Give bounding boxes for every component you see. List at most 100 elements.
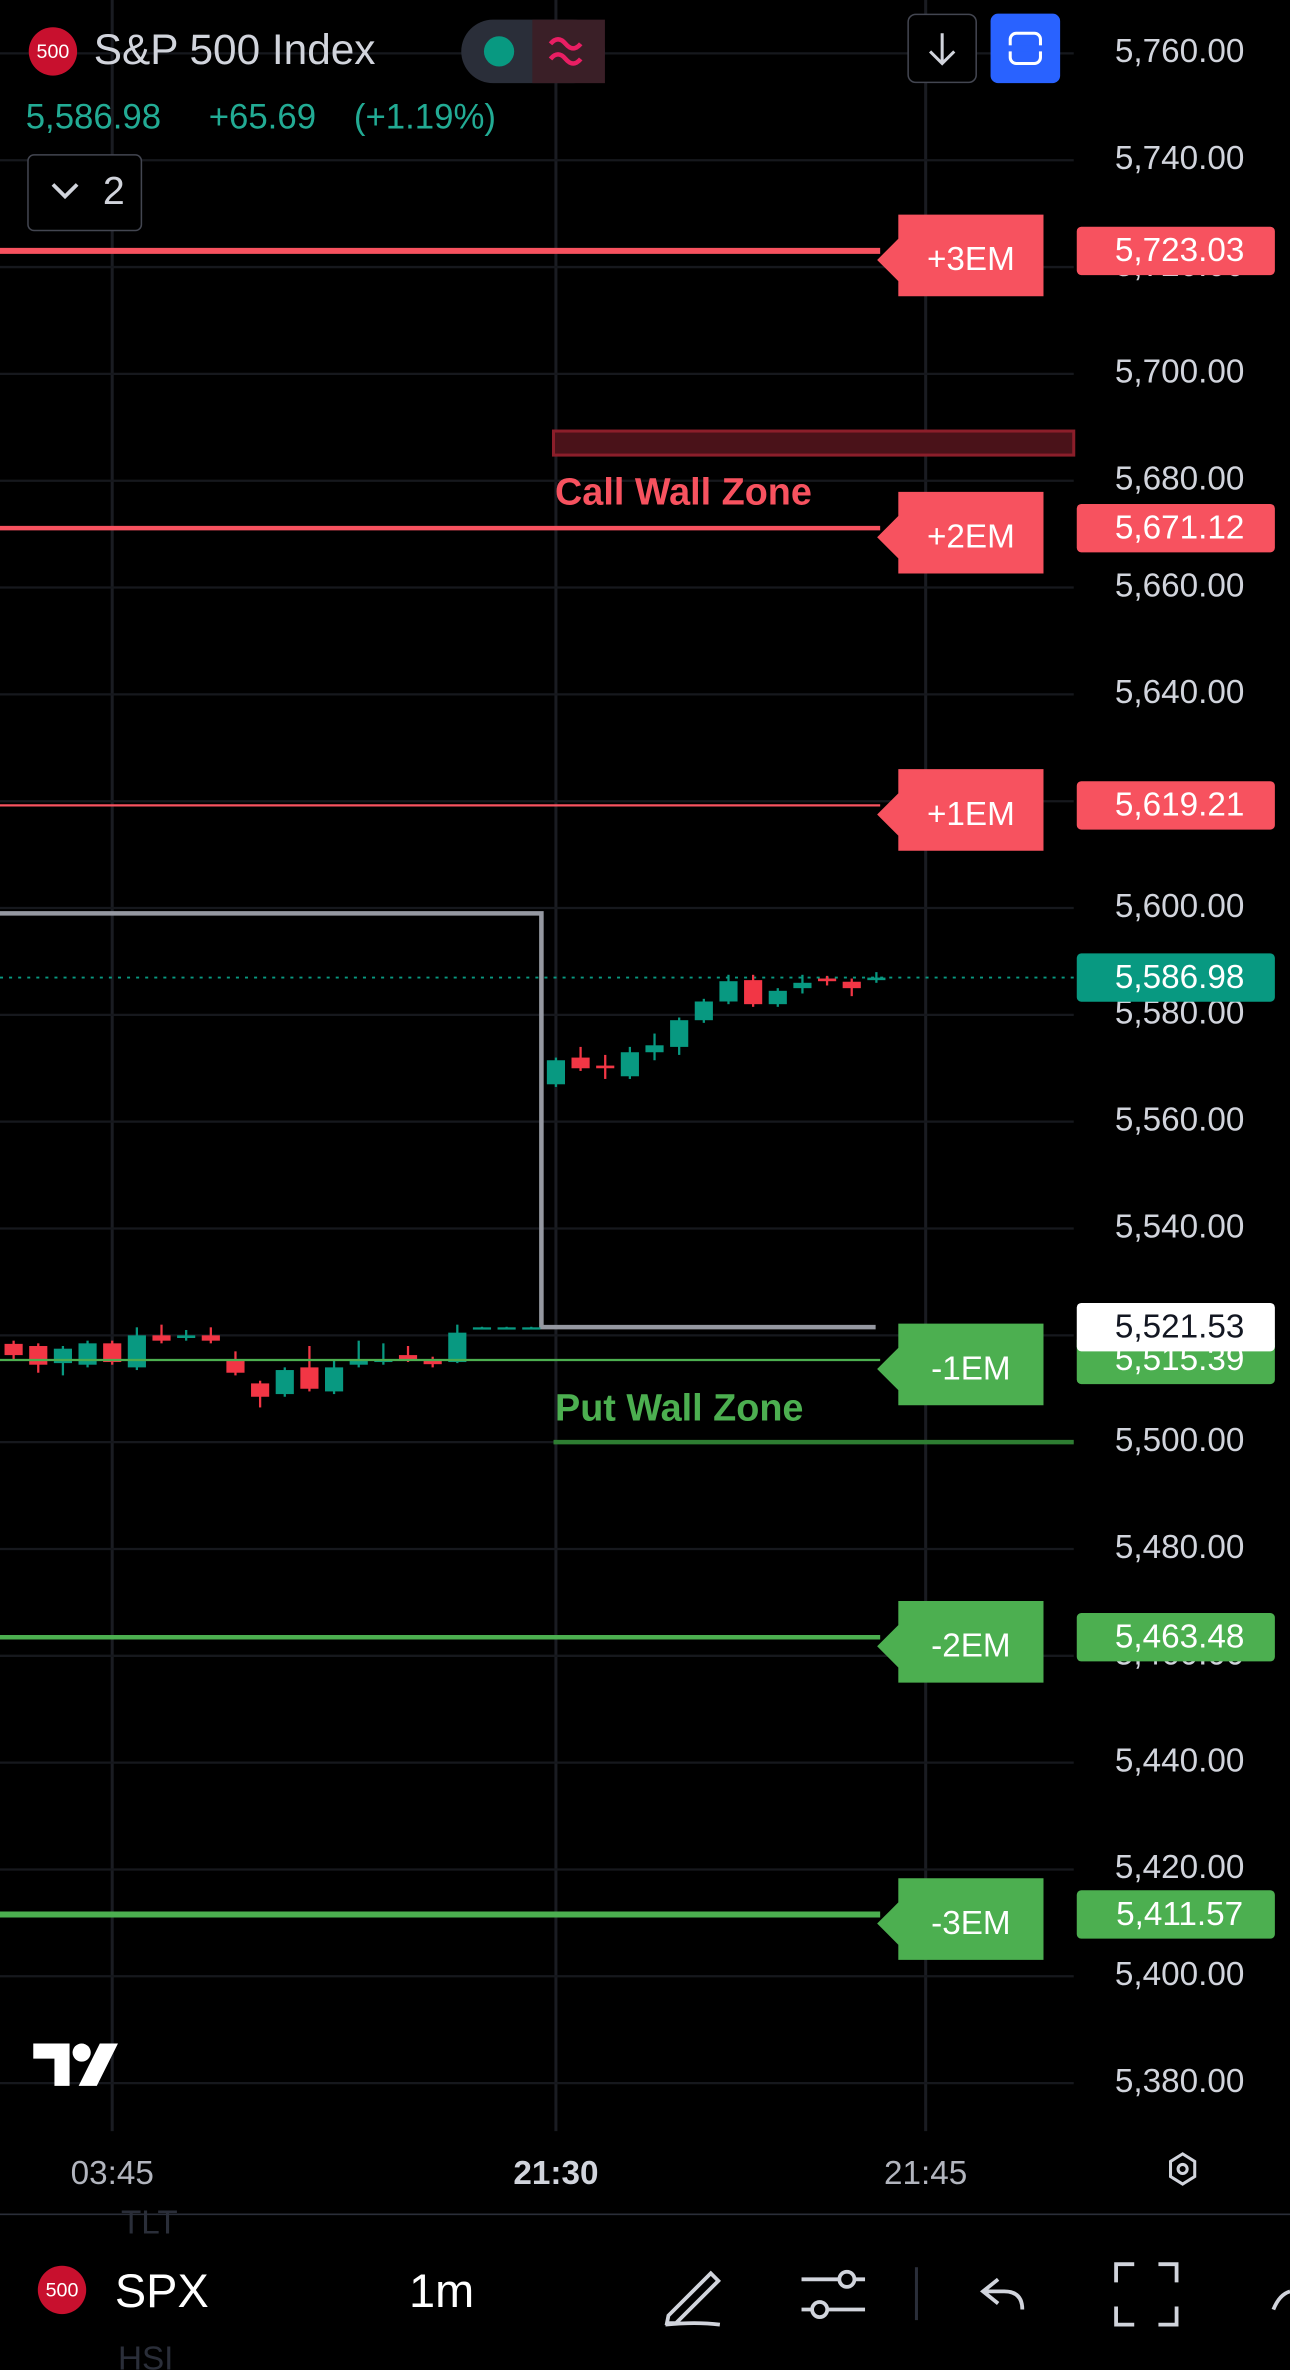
symbol-name[interactable]: S&P 500 Index bbox=[94, 26, 376, 73]
candle-body bbox=[226, 1359, 245, 1373]
y-tick-label: 5,440.00 bbox=[1115, 1742, 1244, 1779]
axis-price-label: 5,521.53 bbox=[1115, 1308, 1244, 1345]
toggle-right bbox=[532, 19, 605, 84]
axis-price-label: 5,619.21 bbox=[1115, 787, 1244, 824]
indicators-toggle[interactable] bbox=[27, 154, 143, 232]
candle-body bbox=[127, 1335, 146, 1368]
candle-body bbox=[78, 1343, 97, 1365]
axis-price-tag bbox=[1076, 1302, 1275, 1352]
arrow-down-icon bbox=[929, 33, 956, 66]
level-tag bbox=[877, 1600, 1044, 1683]
axis-price-label: 5,586.98 bbox=[1115, 959, 1244, 996]
candle-body bbox=[497, 1327, 516, 1330]
level-name: +2EM bbox=[927, 519, 1015, 556]
candle-body bbox=[522, 1327, 541, 1330]
axis-price-tag bbox=[1076, 503, 1275, 553]
ghost-symbol: HSI bbox=[118, 2341, 173, 2370]
x-tick-label: 21:45 bbox=[884, 2155, 967, 2192]
x-tick-label: 03:45 bbox=[71, 2155, 154, 2192]
axis-price-label: 5,671.12 bbox=[1115, 509, 1244, 546]
put-wall-label: Put Wall Zone bbox=[555, 1387, 803, 1429]
candle-body bbox=[103, 1343, 122, 1363]
symbol-badge bbox=[28, 27, 78, 76]
layout-icon-gap bbox=[1004, 45, 1047, 52]
x-tick-label: 21:30 bbox=[513, 2155, 598, 2192]
axis-price-label: 5,463.48 bbox=[1115, 1619, 1244, 1656]
price-change-percent: (+1.19%) bbox=[354, 99, 496, 137]
candle-body bbox=[201, 1335, 220, 1341]
level-tag bbox=[877, 491, 1044, 574]
level-tag bbox=[877, 1323, 1044, 1406]
price-change: +65.69 bbox=[209, 99, 316, 137]
y-tick-label: 5,380.00 bbox=[1115, 2063, 1244, 2100]
more-icon[interactable] bbox=[1271, 2289, 1290, 2311]
range-box bbox=[0, 911, 876, 1330]
tv-logo-dot bbox=[72, 2043, 91, 2062]
slider-knob bbox=[810, 2300, 830, 2319]
axis-price-tag bbox=[1076, 953, 1275, 1002]
y-tick-label: 5,480.00 bbox=[1115, 1529, 1244, 1566]
candle-body bbox=[744, 980, 763, 1005]
y-tick-label: 5,660.00 bbox=[1115, 567, 1244, 604]
toolbar-badge-text: 500 bbox=[46, 2280, 79, 2302]
fullscreen-icon[interactable] bbox=[1114, 2262, 1179, 2327]
candle-body bbox=[349, 1360, 368, 1365]
level-tag bbox=[877, 769, 1044, 851]
candle-body bbox=[620, 1052, 639, 1077]
y-tick-label: 5,540.00 bbox=[1115, 1208, 1244, 1245]
call-wall-zone bbox=[551, 429, 1076, 457]
toolbar-symbol[interactable]: SPX bbox=[115, 2265, 209, 2317]
candle-body bbox=[842, 981, 861, 989]
undo-icon[interactable] bbox=[979, 2277, 1025, 2310]
slider-knob bbox=[837, 2269, 857, 2289]
axis-price-tag bbox=[1076, 781, 1275, 830]
y-tick-label: 5,740.00 bbox=[1115, 140, 1244, 177]
axis-price-tag bbox=[1076, 1890, 1275, 1939]
candle-body bbox=[818, 978, 837, 982]
settings-icon-center bbox=[1176, 2162, 1189, 2176]
level-name: +1EM bbox=[927, 796, 1015, 833]
candle-body bbox=[472, 1327, 492, 1330]
badge-text: 500 bbox=[37, 41, 70, 63]
tv-logo bbox=[33, 2043, 118, 2086]
draw-icon[interactable] bbox=[664, 2270, 722, 2327]
candle-body bbox=[768, 990, 787, 1005]
candle-body bbox=[152, 1335, 171, 1341]
settings-icon[interactable] bbox=[1169, 2152, 1197, 2186]
toggle-wave-icon bbox=[548, 37, 583, 66]
y-tick-label: 5,560.00 bbox=[1115, 1101, 1244, 1138]
level-name: -3EM bbox=[931, 1905, 1010, 1942]
candle-body bbox=[596, 1065, 615, 1069]
candle-body bbox=[423, 1360, 442, 1365]
axis-price-tag bbox=[1076, 226, 1275, 276]
level-name: +3EM bbox=[927, 241, 1015, 278]
y-tick-label: 5,400.00 bbox=[1115, 1956, 1244, 1993]
axis-price-label: 5,411.57 bbox=[1116, 1896, 1243, 1933]
candle-body bbox=[29, 1346, 48, 1365]
candle-body bbox=[398, 1355, 418, 1360]
toggle-dot bbox=[483, 36, 515, 67]
candle-body bbox=[719, 981, 738, 1002]
candle-body bbox=[324, 1367, 344, 1392]
candle-body bbox=[571, 1057, 590, 1069]
indicator-count: 2 bbox=[103, 169, 125, 213]
last-price: 5,586.98 bbox=[26, 99, 161, 137]
candle-body bbox=[645, 1045, 664, 1053]
candle-body bbox=[275, 1370, 294, 1395]
toolbar-interval[interactable]: 1m bbox=[409, 2265, 474, 2317]
level-name: -1EM bbox=[931, 1350, 1010, 1387]
y-tick-label: 5,760.00 bbox=[1115, 33, 1244, 70]
y-tick-label: 5,420.00 bbox=[1115, 1849, 1244, 1886]
toolbar-badge bbox=[37, 2265, 87, 2315]
call-wall-label: Call Wall Zone bbox=[555, 471, 812, 513]
candle-body bbox=[670, 1020, 689, 1047]
candle-body bbox=[694, 1001, 713, 1021]
chevron-icon bbox=[51, 183, 79, 200]
axis-price-tag bbox=[1076, 1613, 1275, 1662]
candle-body bbox=[300, 1367, 319, 1389]
candle-body bbox=[793, 982, 812, 989]
candle-body bbox=[177, 1335, 196, 1339]
